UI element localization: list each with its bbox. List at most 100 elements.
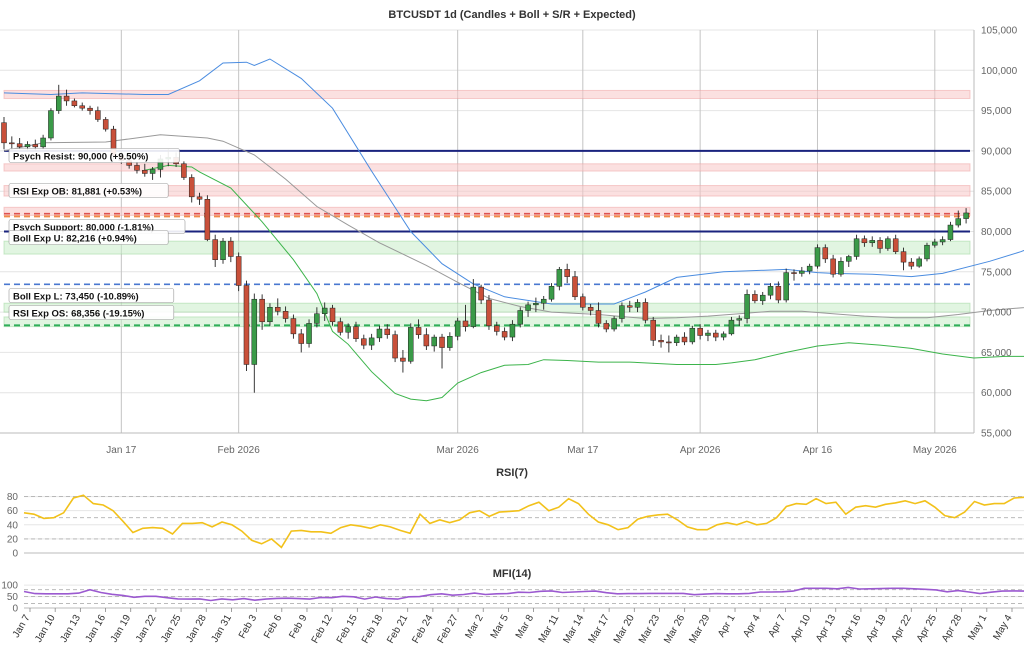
- support-zone: [3, 240, 971, 255]
- candle: [626, 300, 633, 313]
- y-tick-label: 50: [7, 592, 19, 603]
- candle: [251, 293, 258, 393]
- candle: [861, 235, 868, 247]
- y-tick-label: 100: [1, 581, 18, 592]
- x-tick-label: Feb 2026: [218, 445, 261, 456]
- x-tick-label: May 2026: [913, 445, 957, 456]
- candle: [767, 283, 774, 300]
- candle: [71, 98, 78, 108]
- candle-body: [650, 319, 656, 341]
- y-tick-label: 65,000: [981, 348, 1012, 359]
- candle: [846, 254, 852, 267]
- candle-body: [861, 238, 868, 244]
- candle-body: [822, 247, 829, 260]
- candle: [783, 268, 789, 303]
- candle: [1, 117, 7, 150]
- candle: [877, 237, 883, 254]
- x-tick-label: Feb 18: [360, 613, 385, 646]
- candle: [267, 303, 273, 326]
- candle: [838, 257, 844, 277]
- candle: [759, 291, 766, 305]
- candle-body: [564, 269, 570, 277]
- x-tick-label: Apr 2026: [680, 445, 721, 456]
- candle-body: [384, 328, 391, 335]
- candle-body: [259, 298, 265, 323]
- level-labels: Psych Resist: 90,000 (+9.50%) RSI Exp OB:…: [8, 148, 186, 320]
- candle: [791, 269, 797, 281]
- candle-body: [658, 340, 664, 343]
- indicator-line: [23, 494, 1024, 549]
- x-tick-label: Feb 15: [335, 613, 360, 646]
- candle: [423, 328, 430, 350]
- x-tick-label: Jan 31: [209, 613, 234, 645]
- candle-body: [188, 177, 195, 198]
- x-tick-label: Jan 7: [11, 613, 33, 640]
- candle-body: [9, 142, 15, 145]
- candle-body: [963, 212, 969, 219]
- main-x-axis: Jan 17 Feb 2026 Mar 2026 Mar 17 Apr 2026 Apr …: [106, 445, 957, 456]
- candle-body: [877, 240, 883, 249]
- candle-body: [142, 169, 148, 174]
- candle: [204, 195, 211, 242]
- candle-body: [689, 327, 696, 343]
- candle: [478, 284, 484, 305]
- candle: [932, 238, 938, 248]
- candle-body: [337, 321, 344, 333]
- x-tick-label: Jan 25: [159, 613, 184, 645]
- candle-body: [752, 294, 758, 302]
- candle: [775, 281, 782, 304]
- x-tick-label: Mar 11: [537, 613, 562, 645]
- candle-body: [916, 258, 922, 267]
- candle: [611, 316, 617, 332]
- y-tick-label: 85,000: [981, 187, 1012, 198]
- candle: [642, 298, 649, 324]
- x-tick-label: Apr 13: [814, 613, 838, 644]
- x-tick-label: Jan 19: [109, 613, 134, 645]
- x-tick-label: Mar 29: [687, 613, 712, 646]
- candle-body: [853, 238, 860, 257]
- candle-body: [345, 326, 351, 333]
- candle-body: [775, 286, 782, 301]
- candle: [290, 314, 297, 339]
- x-tick-label: Mar 2: [464, 613, 487, 641]
- candle: [603, 320, 610, 333]
- candles: [1, 84, 969, 393]
- candle-body: [275, 307, 281, 312]
- y-tick-label: 80: [7, 492, 19, 503]
- rsi-panel: RSI(7) 0 20 40 60 80: [7, 467, 1024, 560]
- level-label: RSI Exp OB: 81,881 (+0.53%): [8, 183, 169, 198]
- x-tick-label: Mar 23: [637, 613, 662, 646]
- y-tick-label: 0: [12, 604, 18, 615]
- candle: [462, 304, 469, 332]
- level-label-text: Psych Support: 80,000 (-1.81%): [13, 223, 154, 234]
- candle: [353, 321, 359, 342]
- candle: [595, 302, 602, 328]
- candle-body: [947, 224, 954, 240]
- x-tick-label: Apr 28: [940, 613, 964, 644]
- x-tick-label: May 4: [991, 613, 1014, 642]
- candle-body: [439, 336, 445, 348]
- candle: [407, 323, 414, 364]
- x-tick-label: May 1: [966, 613, 989, 642]
- candle-body: [501, 331, 508, 338]
- x-tick-label: Feb 6: [262, 613, 285, 641]
- candle: [697, 324, 703, 340]
- candle: [306, 319, 312, 348]
- candle: [102, 117, 109, 132]
- candle: [228, 237, 234, 263]
- candle-body: [102, 119, 109, 130]
- candle: [955, 210, 962, 228]
- rsi-y-axis: 0 20 40 60 80: [7, 492, 19, 559]
- candle-body: [540, 298, 547, 304]
- x-tick-label: Feb 9: [287, 613, 310, 641]
- candle: [548, 283, 555, 302]
- level-label-text: Psych Resist: 90,000 (+9.50%): [13, 152, 148, 163]
- candle-body: [196, 196, 203, 200]
- x-tick-label: Feb 27: [436, 613, 461, 646]
- level-label-box: [8, 305, 175, 320]
- x-tick-label: Jan 22: [134, 613, 159, 645]
- candle-body: [533, 302, 539, 306]
- candle: [345, 323, 351, 339]
- candle-body: [243, 285, 250, 365]
